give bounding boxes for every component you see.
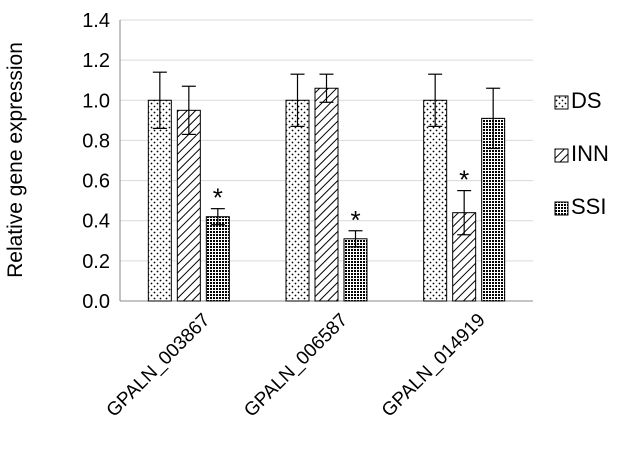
bar-ssi <box>343 238 368 302</box>
bar-inn <box>314 87 339 302</box>
x-tick-label: GPALN_006587 <box>240 310 352 422</box>
legend: DS INN SSI <box>554 88 609 219</box>
significance-star: * <box>459 165 469 195</box>
legend-swatch-ds <box>554 95 569 110</box>
bar-ssi <box>205 216 230 302</box>
significance-star: * <box>213 183 223 213</box>
plot-area: 0.0 0.2 0.4 0.6 0.8 1.0 1.2 1.4 * GPALN_003867 * GP… <box>82 10 533 421</box>
y-tick-label: 1.4 <box>82 10 110 32</box>
legend-label-ds: DS <box>571 88 602 113</box>
legend-swatch-ssi <box>554 201 569 216</box>
x-tick-label: GPALN_003867 <box>103 310 215 422</box>
bar-inn <box>176 109 201 302</box>
y-tick-label: 0.2 <box>82 251 110 273</box>
legend-label-inn: INN <box>571 141 609 166</box>
significance-star: * <box>350 205 360 235</box>
legend-swatch-inn <box>554 148 569 163</box>
bar-ds <box>285 99 310 302</box>
bar-ds <box>147 99 172 302</box>
legend-label-ssi: SSI <box>571 194 606 219</box>
y-tick-label: 0.4 <box>82 211 110 233</box>
y-tick-label: 1.2 <box>82 50 110 72</box>
y-tick-label: 1.0 <box>82 90 110 112</box>
x-tick-label: GPALN_014919 <box>378 310 490 422</box>
y-tick-label: 0.6 <box>82 171 110 193</box>
y-tick-label: 0.0 <box>82 291 110 313</box>
y-axis-title: Relative gene expression <box>4 42 27 278</box>
bar-ds <box>423 99 448 302</box>
y-tick-label: 0.8 <box>82 130 110 152</box>
